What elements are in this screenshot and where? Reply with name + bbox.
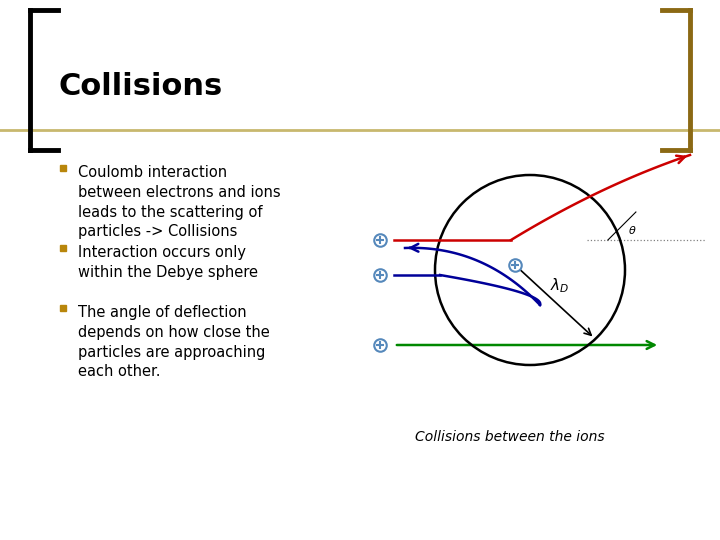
Text: Interaction occurs only
within the Debye sphere: Interaction occurs only within the Debye… bbox=[78, 245, 258, 280]
Text: $\lambda_D$: $\lambda_D$ bbox=[550, 276, 570, 295]
Text: Collisions between the ions: Collisions between the ions bbox=[415, 430, 605, 444]
Text: Collisions: Collisions bbox=[58, 72, 222, 101]
Text: Coulomb interaction
between electrons and ions
leads to the scattering of
partic: Coulomb interaction between electrons an… bbox=[78, 165, 281, 239]
Text: The angle of deflection
depends on how close the
particles are approaching
each : The angle of deflection depends on how c… bbox=[78, 305, 270, 380]
Text: $\theta$: $\theta$ bbox=[628, 224, 636, 236]
